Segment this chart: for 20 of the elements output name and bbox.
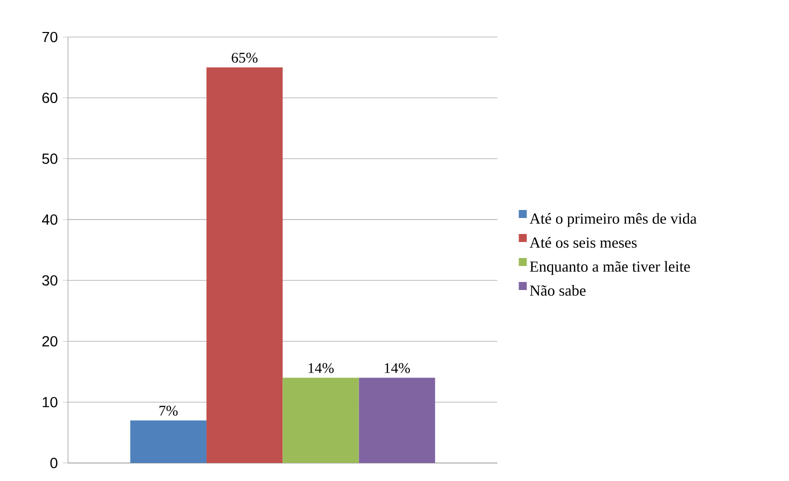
legend-label: Até os seis meses — [530, 236, 637, 248]
bar — [206, 67, 283, 463]
data-label: 7% — [160, 406, 178, 416]
legend-label: Até o primeiro mês de vida — [530, 212, 697, 227]
legend-label: Enquanto a mãe tiver leite — [530, 260, 690, 275]
data-label: 65% — [232, 52, 258, 63]
y-tick-label: 70 — [42, 32, 58, 42]
y-tick-label: 10 — [42, 396, 58, 408]
y-tick-label: 40 — [42, 214, 58, 225]
bar — [358, 378, 436, 463]
bar — [130, 420, 206, 463]
y-tick-label: 30 — [42, 275, 58, 286]
y-tick-label: 0 — [50, 458, 58, 468]
y-tick-label: 20 — [42, 336, 58, 346]
data-label: 14% — [384, 363, 410, 374]
y-tick-label: 60 — [42, 92, 58, 104]
legend-label: Não sabe — [530, 284, 586, 296]
y-tick-label: 50 — [42, 154, 58, 164]
bar — [282, 378, 359, 463]
data-label: 14% — [308, 363, 334, 374]
